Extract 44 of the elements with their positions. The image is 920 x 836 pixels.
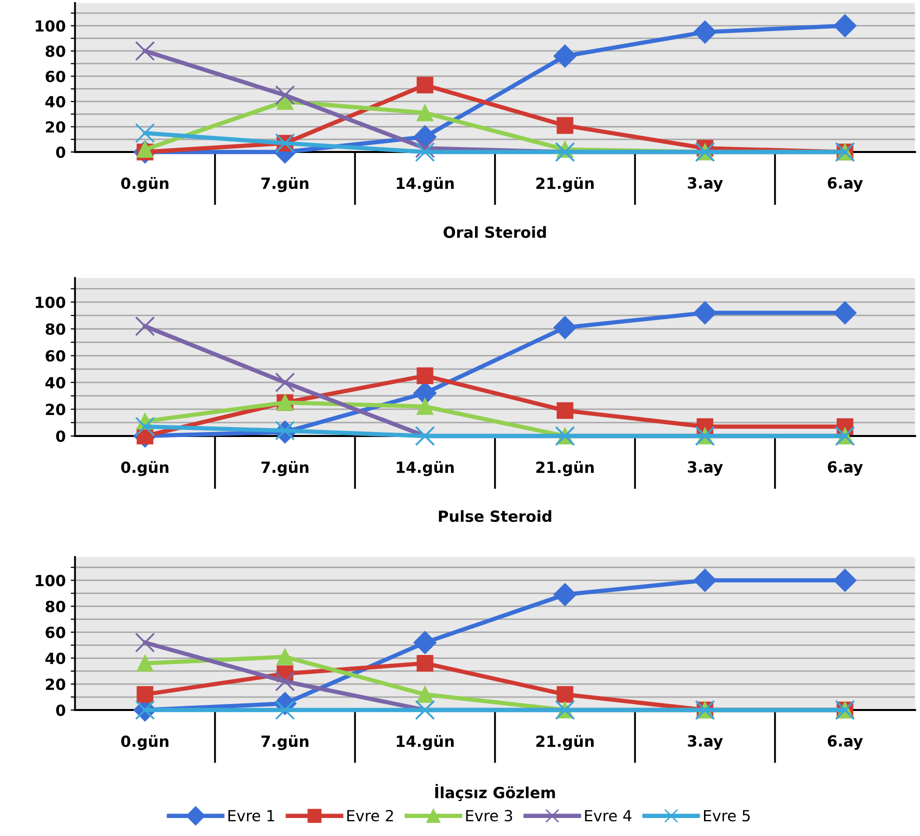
y-tick-label: 60	[46, 350, 66, 362]
category-label: 21.gün	[536, 735, 594, 750]
legend-label: Evre 2	[347, 810, 393, 822]
category-label: 21.gün	[536, 461, 594, 476]
category-label: 0.gün	[121, 461, 168, 476]
y-tick-label: 20	[46, 404, 66, 416]
y-tick-label: 100	[36, 20, 66, 32]
category-label: 3.ay	[688, 177, 723, 192]
y-tick-label: 0	[56, 430, 66, 442]
y-tick-label: 80	[46, 600, 66, 612]
y-tick-label: 100	[36, 574, 66, 586]
x-axis-title: İlaçsız Gözlem	[435, 784, 555, 802]
y-tick-label: 20	[46, 121, 66, 133]
y-tick-label: 60	[46, 70, 66, 82]
y-tick-label: 100	[36, 296, 66, 308]
category-label: 3.ay	[688, 735, 723, 750]
category-label: 0.gün	[121, 177, 168, 192]
category-label: 6.ay	[828, 177, 863, 192]
y-tick-label: 80	[46, 323, 66, 335]
category-label: 21.gün	[536, 177, 594, 192]
y-tick-label: 0	[56, 704, 66, 716]
category-label: 3.ay	[688, 461, 723, 476]
category-label: 7.gün	[261, 735, 308, 750]
category-label: 7.gün	[261, 177, 308, 192]
x-axis-title: Oral Steroid	[444, 226, 546, 238]
category-label: 6.ay	[828, 461, 863, 476]
y-tick-label: 40	[45, 652, 66, 664]
x-axis-title: Pulse Steroid	[438, 510, 552, 522]
category-label: 14.gün	[396, 177, 454, 192]
y-tick-label: 60	[46, 626, 66, 638]
legend-label: Evre 5	[704, 810, 750, 822]
legend-label: Evre 1	[228, 810, 274, 822]
category-label: 14.gün	[396, 461, 454, 476]
category-label: 6.ay	[828, 735, 863, 750]
category-label: 7.gün	[261, 461, 308, 476]
y-tick-label: 40	[45, 376, 66, 388]
legend-label: Evre 3	[466, 810, 512, 822]
y-tick-label: 20	[46, 678, 66, 690]
y-tick-label: 80	[46, 45, 66, 58]
y-tick-label: 0	[56, 146, 66, 158]
category-label: 14.gün	[396, 735, 454, 750]
category-label: 0.gün	[121, 735, 168, 750]
legend-label: Evre 4	[585, 810, 632, 822]
y-tick-label: 40	[45, 96, 66, 108]
